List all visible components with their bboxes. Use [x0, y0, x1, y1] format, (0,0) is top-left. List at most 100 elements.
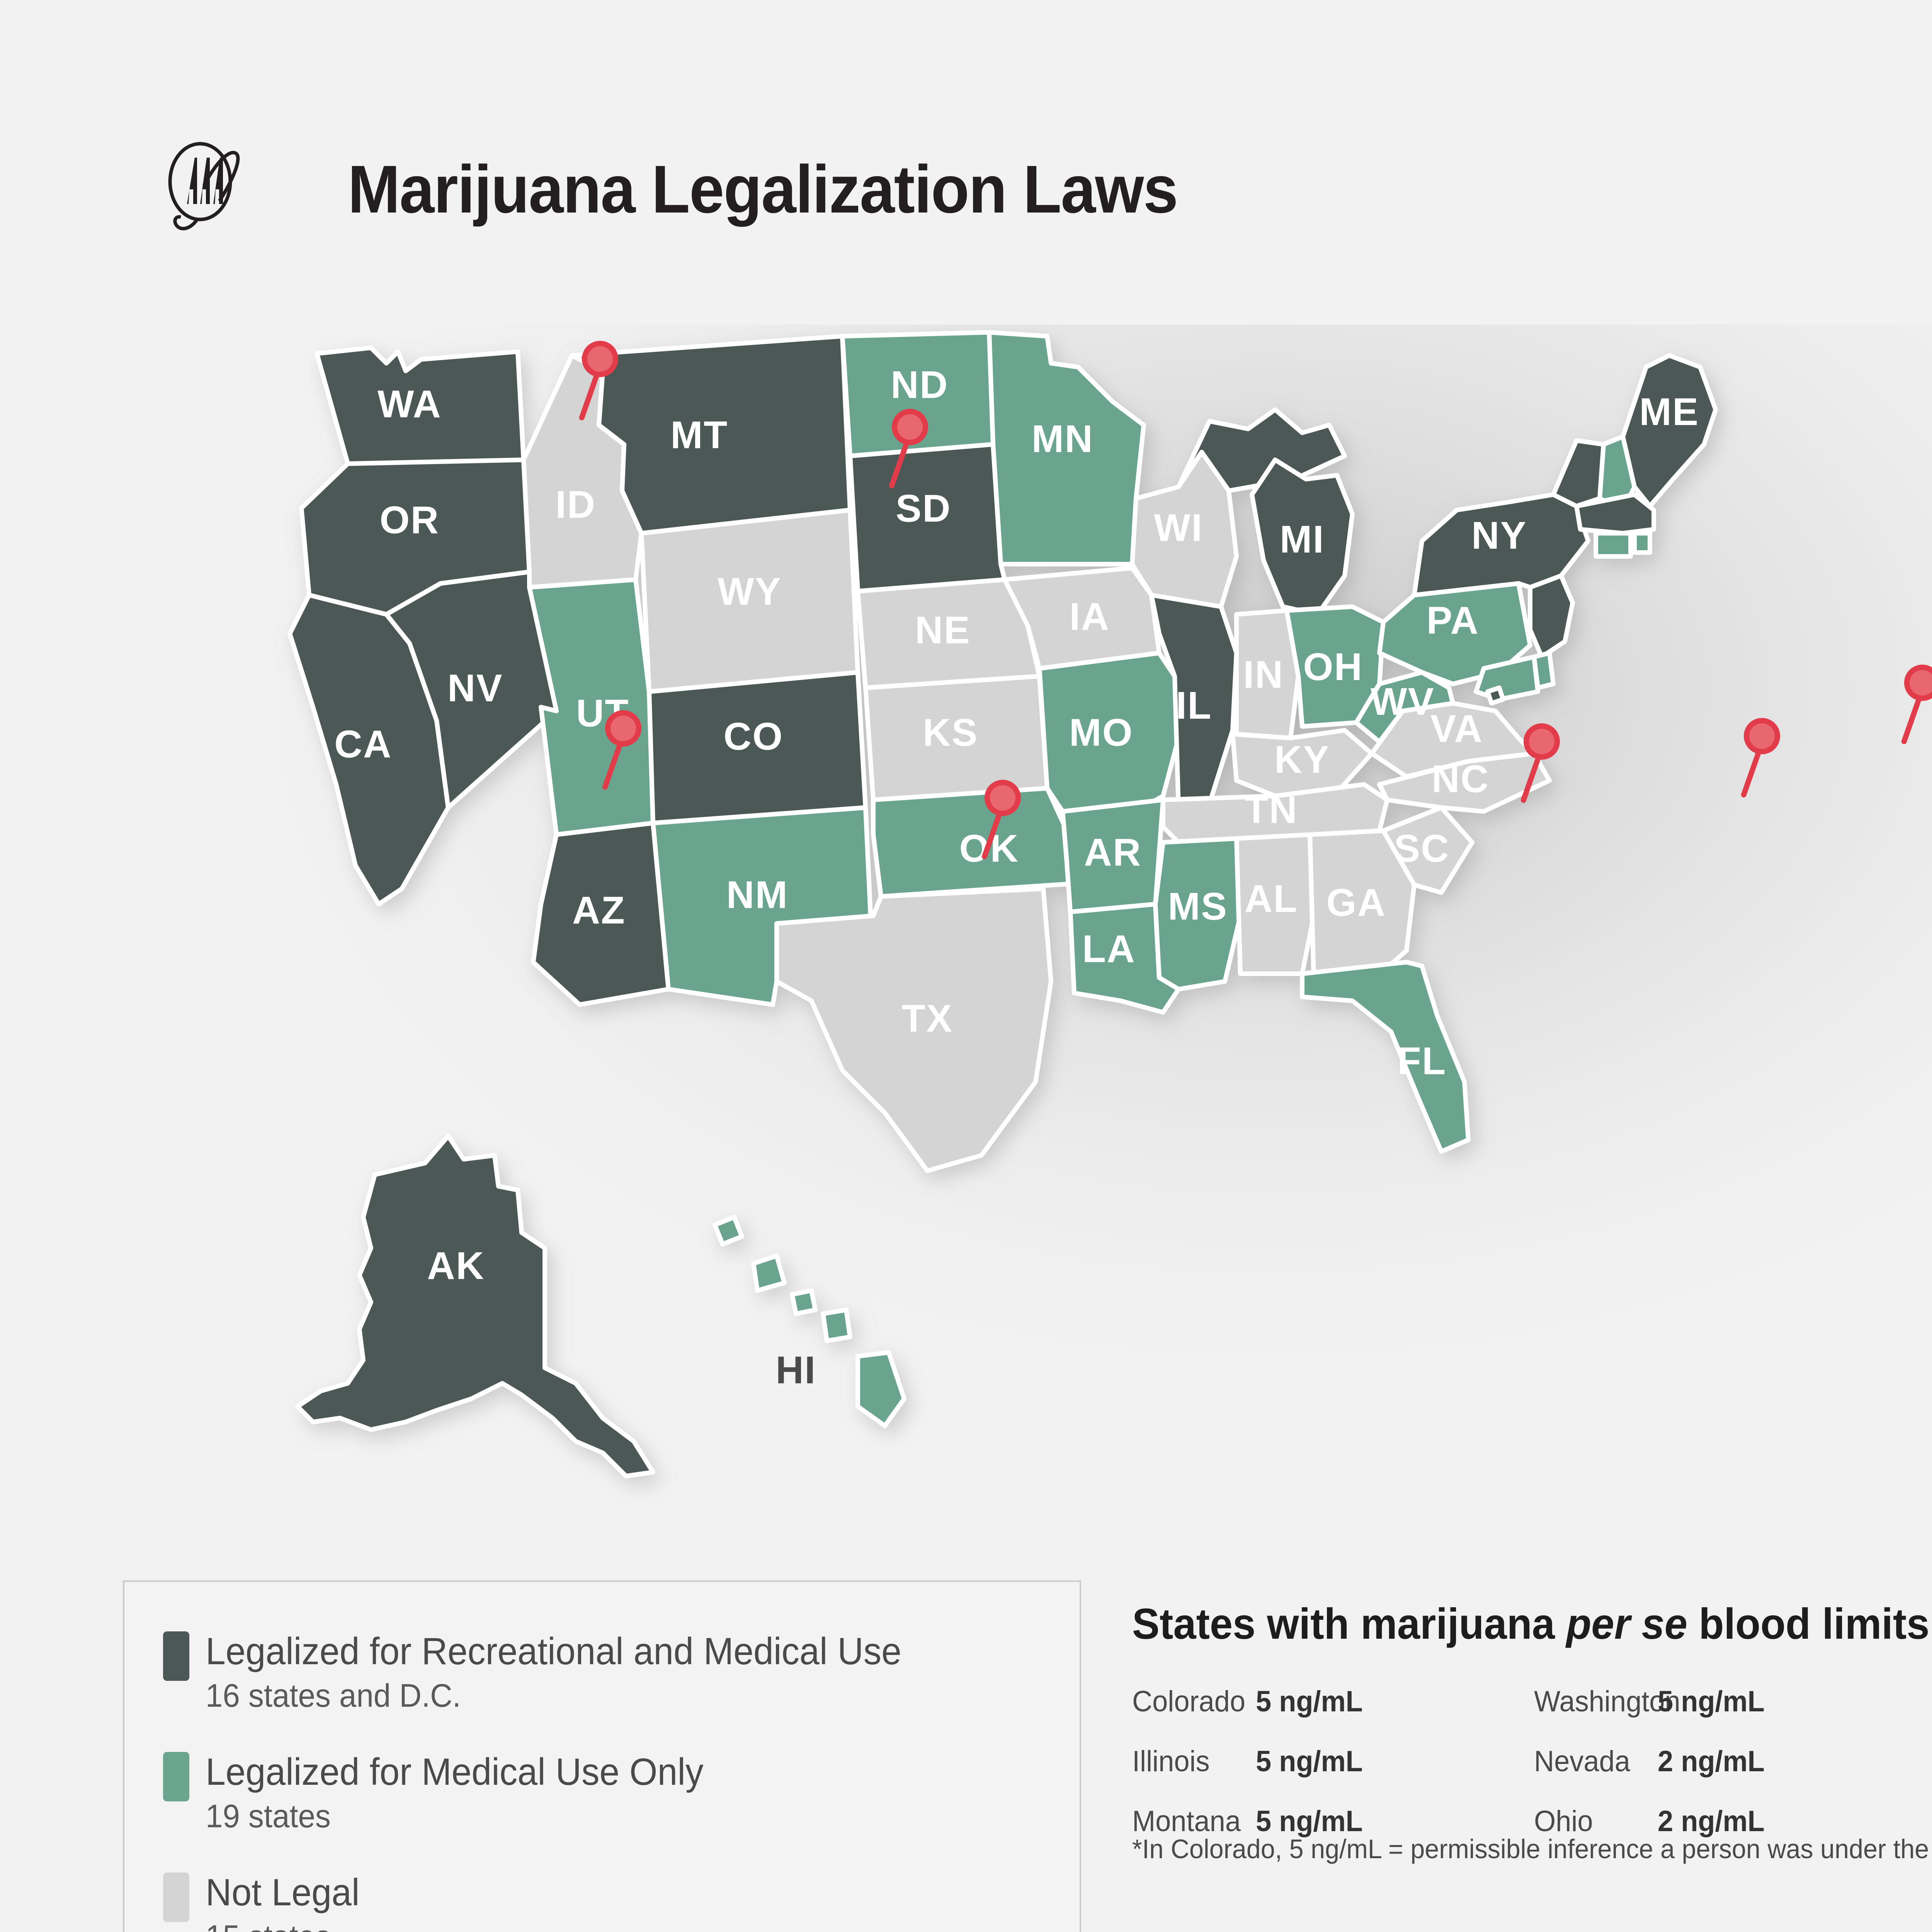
map-label-UT: UT — [576, 692, 629, 735]
state-CT — [1594, 531, 1633, 559]
per-se-state-name: Ohio — [1534, 1805, 1593, 1838]
state-MO — [1037, 651, 1181, 814]
per-se-limit-value: 5 ng/mL — [1256, 1685, 1363, 1718]
per-se-limit-ohio: 2 ng/mL — [1658, 1804, 1770, 1838]
per-se-state-washington: Washington — [1534, 1685, 1688, 1718]
legend-title-not-legal: Not Legal — [206, 1871, 360, 1913]
per-se-limit-colorado: 5 ng/mL — [1256, 1685, 1368, 1718]
per-se-state-name: Montana — [1132, 1805, 1241, 1838]
state-MN — [987, 330, 1146, 566]
state-WV — [1354, 670, 1455, 744]
state-RI — [1632, 531, 1652, 555]
map-label-WI: WI — [1154, 506, 1203, 549]
map-label-FL: FL — [1397, 1039, 1446, 1083]
map-label-TN: TN — [1245, 788, 1298, 832]
map-label-AK: AK — [427, 1244, 485, 1287]
map-label-ME: ME — [1639, 390, 1699, 434]
map-label-VA: VA — [1430, 707, 1483, 750]
legend-title-recreational: Legalized for Recreational and Medical U… — [206, 1630, 901, 1672]
legend-sub-medical: 19 states — [206, 1798, 331, 1834]
state-ME — [1621, 353, 1718, 509]
map-label-MT: MT — [670, 413, 728, 457]
state-SC — [1381, 805, 1475, 895]
per-se-limit-value: 5 ng/mL — [1658, 1685, 1765, 1718]
legend-sub-not-legal: 15 states — [206, 1920, 360, 1932]
per-se-state-colorado: Colorado — [1132, 1685, 1251, 1718]
header: Marijuana Legalization Laws April 2021 — [0, 0, 1932, 231]
map-label-OH: OH — [1303, 645, 1363, 689]
map-label-MI: MI — [1280, 518, 1325, 561]
aaa-logo-icon — [155, 139, 278, 232]
legend-item-recreational: Legalized for Recreational and Medical U… — [163, 1631, 938, 1712]
per-se-limit-value: 5 ng/mL — [1256, 1805, 1363, 1838]
state-TX — [774, 886, 1053, 1173]
per-se-title-italic: per se — [1566, 1600, 1687, 1648]
map-label-SC: SC — [1394, 827, 1450, 870]
map-label-NV: NV — [447, 667, 503, 710]
state-MI-upper — [1176, 407, 1347, 493]
map-label-OR: OR — [380, 498, 440, 542]
per-se-footnote: *In Colorado, 5 ng/mL = permissible infe… — [1132, 1834, 1932, 1864]
state-HI — [713, 1215, 906, 1428]
per-se-limit-washington: 5 ng/mL — [1658, 1685, 1770, 1718]
map-label-CO: CO — [724, 715, 784, 758]
per-se-panel: States with marijuana per se blood limit… — [1132, 1584, 1932, 1864]
per-se-state-name: Illinois — [1132, 1745, 1210, 1778]
state-FL — [1300, 960, 1471, 1154]
per-se-table: Colorado 5 ng/mL Illinois 5 ng/mL Montana 5 n… — [1132, 1685, 1932, 1847]
map-label-PA: PA — [1427, 599, 1479, 642]
legend-swatch-medical — [163, 1752, 189, 1801]
state-AK — [295, 1134, 655, 1478]
map-label-WA: WA — [378, 383, 442, 426]
map-label-IN: IN — [1243, 653, 1284, 696]
map-label-KY: KY — [1274, 738, 1330, 781]
per-se-state-ohio: Ohio — [1534, 1804, 1596, 1838]
map-label-ID: ID — [556, 483, 596, 526]
per-se-title-pre: States with marijuana — [1132, 1600, 1566, 1648]
state-IN — [1234, 608, 1301, 740]
map-label-CA: CA — [334, 723, 392, 766]
per-se-limit-value: 5 ng/mL — [1256, 1745, 1363, 1778]
state-AL — [1234, 832, 1316, 976]
legend-sub-recreational: 16 states and D.C. — [206, 1677, 461, 1714]
map-label-AL: AL — [1245, 877, 1298, 920]
per-se-limit-value: 2 ng/mL — [1658, 1745, 1765, 1778]
map-label-WV: WV — [1371, 680, 1435, 723]
state-NV — [384, 570, 559, 810]
map-label-OK: OK — [959, 827, 1019, 870]
legend-item-not-legal: Not Legal 15 states — [163, 1872, 368, 1932]
state-TN — [1161, 782, 1389, 845]
per-se-state-name: Colorado — [1132, 1685, 1246, 1718]
state-MI — [1250, 457, 1355, 617]
legend-swatch-recreational — [163, 1631, 189, 1681]
state-NJ — [1528, 573, 1575, 659]
map-label-IL: IL — [1176, 684, 1212, 727]
map-label-MN: MN — [1032, 417, 1094, 461]
map-label-GA: GA — [1327, 881, 1386, 924]
per-se-limit-nevada: 2 ng/mL — [1658, 1745, 1770, 1778]
us-choropleth-map: WA OR CA NV ID MT WY UT AZ CO NM ND SD N… — [270, 325, 1932, 1542]
per-se-state-nevada: Nevada — [1534, 1745, 1635, 1778]
map-label-NC: NC — [1432, 757, 1489, 801]
per-se-title-post: blood limits — [1687, 1600, 1930, 1648]
per-se-limit-illinois: 5 ng/mL — [1256, 1745, 1368, 1778]
map-label-SD: SD — [896, 487, 951, 530]
per-se-state-illinois: Illinois — [1132, 1745, 1214, 1778]
map-label-MO: MO — [1069, 711, 1133, 754]
legend-item-medical: Legalized for Medical Use Only 19 states — [163, 1752, 730, 1832]
map-label-AR: AR — [1084, 831, 1141, 874]
legend-title-medical: Legalized for Medical Use Only — [206, 1750, 704, 1793]
state-SD — [848, 442, 1007, 594]
state-DC — [1485, 685, 1505, 706]
per-se-title: States with marijuana per se blood limit… — [1132, 1599, 1932, 1649]
map-label-AZ: AZ — [572, 889, 626, 932]
map-label-NE: NE — [915, 609, 971, 652]
per-se-state-name: Nevada — [1534, 1745, 1630, 1778]
state-MS — [1153, 836, 1243, 992]
per-se-limit-montana: 5 ng/mL — [1256, 1804, 1368, 1838]
map-label-MS: MS — [1168, 885, 1228, 928]
map-label-WY: WY — [718, 570, 782, 613]
state-MA — [1574, 492, 1656, 536]
legend-swatch-not-legal — [163, 1872, 189, 1922]
